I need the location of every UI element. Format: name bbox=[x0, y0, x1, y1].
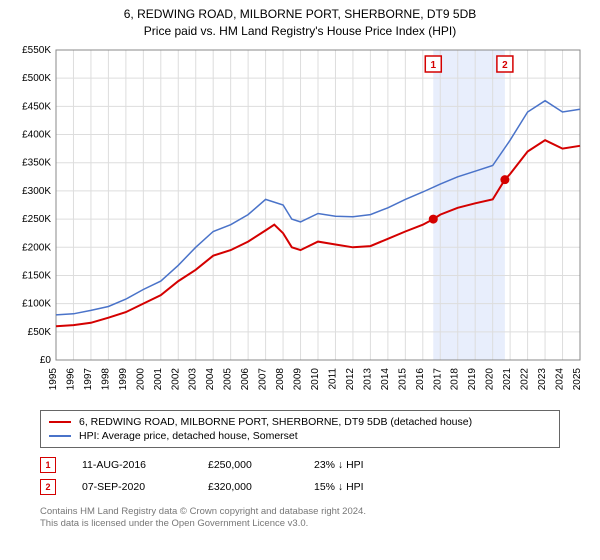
svg-text:£300K: £300K bbox=[22, 186, 51, 197]
attribution-text: Contains HM Land Registry data © Crown c… bbox=[40, 506, 560, 531]
svg-text:2002: 2002 bbox=[170, 367, 181, 390]
svg-text:£400K: £400K bbox=[22, 129, 51, 140]
svg-text:2023: 2023 bbox=[537, 367, 548, 390]
svg-text:£550K: £550K bbox=[22, 45, 51, 56]
svg-text:2009: 2009 bbox=[293, 367, 304, 390]
svg-text:1997: 1997 bbox=[83, 367, 94, 390]
svg-text:2022: 2022 bbox=[520, 367, 531, 390]
chart-title-line2: Price paid vs. HM Land Registry's House … bbox=[0, 23, 600, 40]
svg-text:1999: 1999 bbox=[118, 367, 129, 390]
sale-price: £320,000 bbox=[208, 481, 288, 493]
svg-text:2003: 2003 bbox=[188, 367, 199, 390]
svg-text:2005: 2005 bbox=[223, 367, 234, 390]
svg-text:1: 1 bbox=[430, 60, 436, 71]
svg-text:2020: 2020 bbox=[485, 367, 496, 390]
svg-text:2006: 2006 bbox=[240, 367, 251, 390]
sale-delta: 15% ↓ HPI bbox=[314, 481, 414, 493]
svg-text:£250K: £250K bbox=[22, 214, 51, 225]
svg-text:2025: 2025 bbox=[572, 367, 583, 390]
sale-marker-icon: 1 bbox=[40, 457, 56, 473]
legend-item: HPI: Average price, detached house, Some… bbox=[49, 429, 551, 443]
sale-price: £250,000 bbox=[208, 459, 288, 471]
sale-date: 07-SEP-2020 bbox=[82, 481, 182, 493]
svg-text:2018: 2018 bbox=[450, 367, 461, 390]
chart-legend: 6, REDWING ROAD, MILBORNE PORT, SHERBORN… bbox=[40, 410, 560, 448]
legend-item: 6, REDWING ROAD, MILBORNE PORT, SHERBORN… bbox=[49, 415, 551, 429]
svg-text:£450K: £450K bbox=[22, 101, 51, 112]
svg-text:2012: 2012 bbox=[345, 367, 356, 390]
svg-text:1998: 1998 bbox=[100, 367, 111, 390]
attribution-line1: Contains HM Land Registry data © Crown c… bbox=[40, 506, 560, 518]
svg-text:£0: £0 bbox=[40, 355, 52, 366]
svg-text:2004: 2004 bbox=[205, 367, 216, 390]
svg-text:2: 2 bbox=[502, 60, 508, 71]
svg-text:2007: 2007 bbox=[258, 367, 269, 390]
sale-row: 2 07-SEP-2020 £320,000 15% ↓ HPI bbox=[40, 476, 560, 498]
svg-text:2021: 2021 bbox=[502, 367, 513, 390]
svg-text:2016: 2016 bbox=[415, 367, 426, 390]
svg-text:2024: 2024 bbox=[555, 367, 566, 390]
svg-text:2011: 2011 bbox=[327, 367, 338, 389]
svg-text:1996: 1996 bbox=[65, 367, 76, 390]
svg-text:£500K: £500K bbox=[22, 73, 51, 84]
price-chart: £0 £50K £100K £150K £200K £250K £300K £350K £400… bbox=[10, 44, 590, 404]
legend-swatch bbox=[49, 421, 71, 423]
chart-svg: £0 £50K £100K £150K £200K £250K £300K £350K £400… bbox=[10, 44, 590, 404]
svg-text:£50K: £50K bbox=[28, 326, 52, 337]
svg-text:2015: 2015 bbox=[397, 367, 408, 390]
attribution-line2: This data is licensed under the Open Gov… bbox=[40, 518, 560, 530]
legend-swatch bbox=[49, 435, 71, 437]
svg-text:2014: 2014 bbox=[380, 367, 391, 390]
sale-row: 1 11-AUG-2016 £250,000 23% ↓ HPI bbox=[40, 454, 560, 476]
sales-table: 1 11-AUG-2016 £250,000 23% ↓ HPI 2 07-SE… bbox=[40, 454, 560, 498]
svg-text:2013: 2013 bbox=[362, 367, 373, 390]
svg-text:£100K: £100K bbox=[22, 298, 51, 309]
svg-text:£200K: £200K bbox=[22, 242, 51, 253]
svg-text:£150K: £150K bbox=[22, 270, 51, 281]
svg-text:2008: 2008 bbox=[275, 367, 286, 390]
svg-text:£350K: £350K bbox=[22, 157, 51, 168]
sale-delta: 23% ↓ HPI bbox=[314, 459, 414, 471]
legend-label: 6, REDWING ROAD, MILBORNE PORT, SHERBORN… bbox=[79, 416, 472, 428]
sale-date: 11-AUG-2016 bbox=[82, 459, 182, 471]
sale-marker-icon: 2 bbox=[40, 479, 56, 495]
svg-text:1995: 1995 bbox=[48, 367, 59, 390]
svg-text:2010: 2010 bbox=[310, 367, 321, 390]
svg-text:2017: 2017 bbox=[432, 367, 443, 390]
svg-text:2019: 2019 bbox=[467, 367, 478, 390]
svg-text:2000: 2000 bbox=[135, 367, 146, 390]
legend-label: HPI: Average price, detached house, Some… bbox=[79, 430, 298, 442]
svg-text:2001: 2001 bbox=[153, 367, 164, 390]
chart-title-line1: 6, REDWING ROAD, MILBORNE PORT, SHERBORN… bbox=[0, 6, 600, 23]
